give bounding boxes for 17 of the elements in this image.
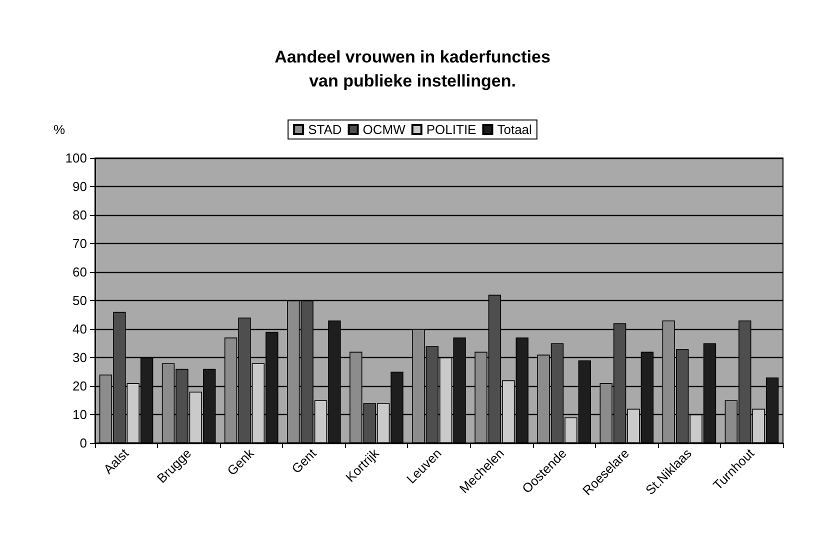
y-tick-label: 70 bbox=[72, 236, 87, 251]
y-tick-label: 100 bbox=[65, 150, 87, 166]
y-axis-title: % bbox=[53, 122, 66, 137]
y-tick-label: 0 bbox=[80, 436, 87, 450]
legend-label: OCMW bbox=[362, 122, 406, 137]
chart-title: Aandeel vrouwen in kaderfuncties van publieke instellingen. bbox=[274, 48, 550, 90]
legend-label: Totaal bbox=[497, 122, 532, 137]
y-tick-label: 80 bbox=[72, 208, 87, 222]
y-tick-label: 90 bbox=[72, 179, 87, 194]
legend-label: POLITIE bbox=[426, 122, 477, 137]
legend-label: STAD bbox=[308, 122, 342, 137]
y-tick-label: 30 bbox=[72, 350, 87, 365]
y-tick-label: 10 bbox=[72, 407, 87, 422]
y-tick-label: 20 bbox=[72, 378, 87, 394]
y-tick-label: 60 bbox=[72, 264, 87, 280]
y-tick-label: 50 bbox=[72, 293, 87, 308]
y-tick-label: 40 bbox=[72, 322, 87, 336]
